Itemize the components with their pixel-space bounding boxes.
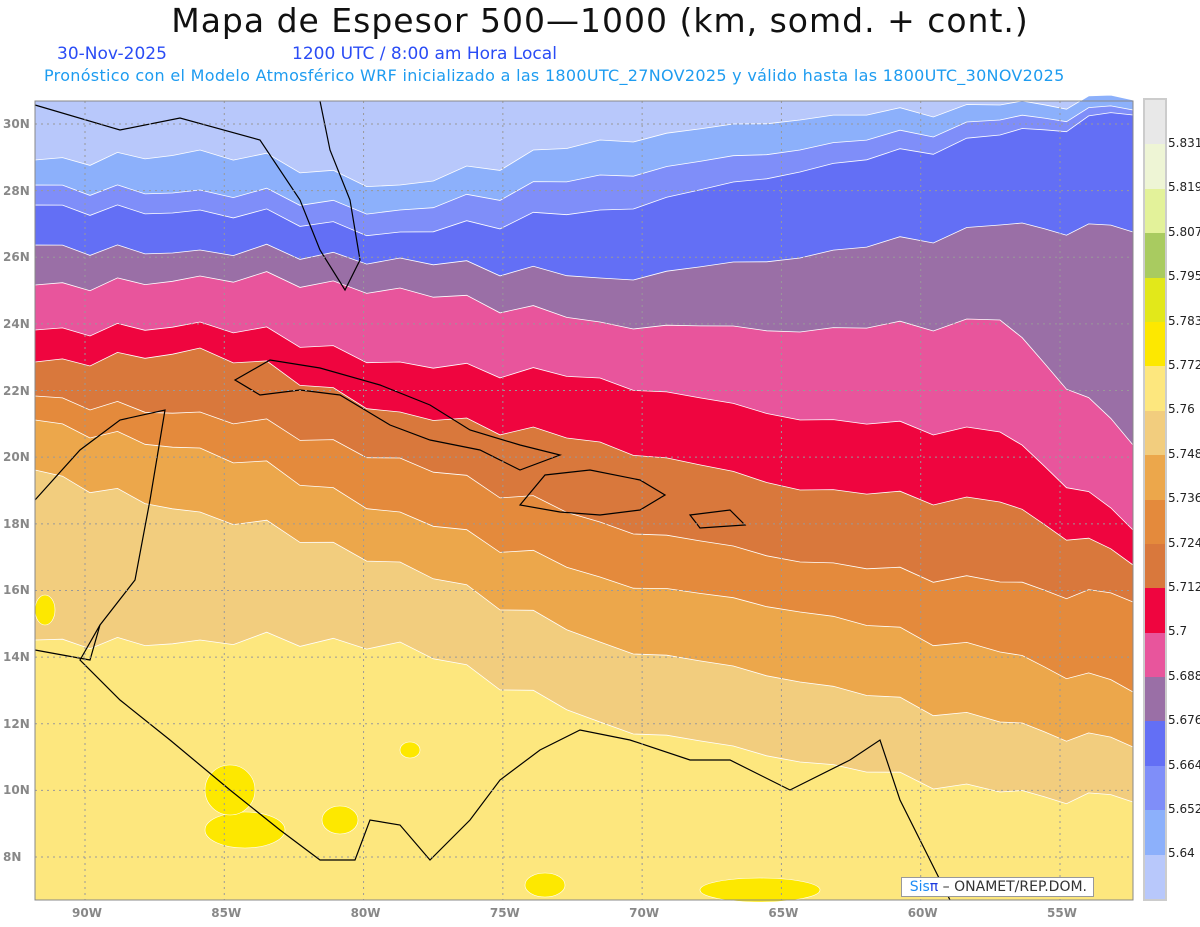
lat-label: 18N [3, 516, 30, 531]
colorbar-label: 5.736 [1168, 491, 1200, 506]
lat-label: 12N [3, 716, 30, 731]
lat-label: 8N [3, 850, 22, 864]
lon-label: 70W [629, 906, 660, 920]
colorbar-label: 5.772 [1168, 358, 1200, 372]
credit-onamet: – ONAMET/REP.DOM. [938, 879, 1087, 895]
colorbar-swatch [1145, 144, 1165, 189]
lat-label: 16N [3, 583, 30, 598]
colorbar-swatch [1145, 233, 1165, 278]
colorbar-swatch [1145, 410, 1165, 456]
colorbar-label: 5.819 [1168, 180, 1200, 195]
colorbar-swatch [1145, 100, 1165, 145]
colorbar-label: 5.807 [1168, 224, 1200, 239]
lat-label: 30N [3, 117, 30, 131]
colorbar [1143, 98, 1167, 902]
lat-label: 10N [3, 783, 30, 798]
colorbar-swatch [1145, 632, 1165, 678]
colorbar-label: 5.783 [1168, 313, 1200, 328]
lat-label: 20N [3, 450, 30, 465]
credit-pi: π [929, 879, 939, 895]
map-frame [34, 100, 1134, 901]
colorbar-label: 5.748 [1168, 446, 1200, 461]
colorbar-label: 5.712 [1168, 580, 1200, 594]
credit-sis: Sis [909, 879, 930, 895]
forecast-date: 30-Nov-2025 [57, 44, 167, 64]
lat-label: 28N [3, 183, 30, 198]
colorbar-label: 5.652 [1168, 802, 1200, 816]
yellow-cell [699, 877, 821, 903]
coastline [518, 469, 667, 516]
colorbar-swatch [1145, 188, 1165, 234]
colorbar-swatch [1145, 543, 1165, 589]
lat-label: 24N [3, 316, 30, 331]
colorbar-label: 5.7 [1168, 624, 1188, 639]
yellow-cell [204, 811, 286, 849]
colorbar-label: 5.688 [1168, 668, 1200, 683]
coastline [34, 409, 951, 901]
colorbar-swatch [1145, 677, 1165, 722]
map-title: Mapa de Espesor 500—1000 (km, somd. + co… [171, 1, 1029, 40]
forecast-time: 1200 UTC / 8:00 am Hora Local [292, 44, 557, 64]
credit-box: Sisπ – ONAMET/REP.DOM. [900, 877, 1094, 897]
lon-label: 80W [350, 906, 381, 920]
colorbar-label: 5.795 [1168, 269, 1200, 284]
colorbar-swatch [1145, 721, 1165, 766]
thickness-band [34, 631, 1134, 901]
colorbar-swatch [1145, 499, 1165, 544]
colorbar-label: 5.664 [1168, 757, 1200, 772]
lon-label: 90W [72, 906, 102, 920]
lon-label: 55W [1047, 906, 1077, 920]
lat-label: 22N [3, 383, 30, 398]
colorbar-label: 5.724 [1168, 535, 1200, 550]
coastline [34, 100, 361, 292]
yellow-cell [399, 741, 421, 759]
model-subtitle: Pronóstico con el Modelo Atmosférico WRF… [44, 66, 1065, 85]
colorbar-swatch [1145, 455, 1165, 500]
colorbar-swatch [1145, 277, 1165, 322]
coastline [233, 359, 563, 471]
colorbar-swatch [1145, 321, 1165, 367]
colorbar-label: 5.676 [1168, 713, 1200, 728]
colorbar-swatch [1145, 366, 1165, 411]
lat-label: 14N [3, 650, 30, 665]
lon-label: 75W [489, 906, 520, 920]
colorbar-swatch [1145, 810, 1165, 855]
yellow-cell [34, 594, 56, 626]
lon-label: 65W [768, 906, 799, 920]
colorbar-label: 5.831 [1168, 136, 1200, 150]
colorbar-label: 5.76 [1168, 402, 1195, 417]
colorbar-swatch [1145, 854, 1165, 900]
colorbar-swatch [1145, 588, 1165, 633]
lat-label: 26N [3, 250, 30, 265]
lon-label: 85W [211, 906, 242, 920]
colorbar-label: 5.64 [1168, 846, 1195, 861]
coastline [34, 624, 101, 661]
lon-label: 60W [907, 906, 938, 920]
yellow-cell [524, 872, 566, 898]
colorbar-swatch [1145, 765, 1165, 811]
yellow-cell [321, 805, 359, 835]
